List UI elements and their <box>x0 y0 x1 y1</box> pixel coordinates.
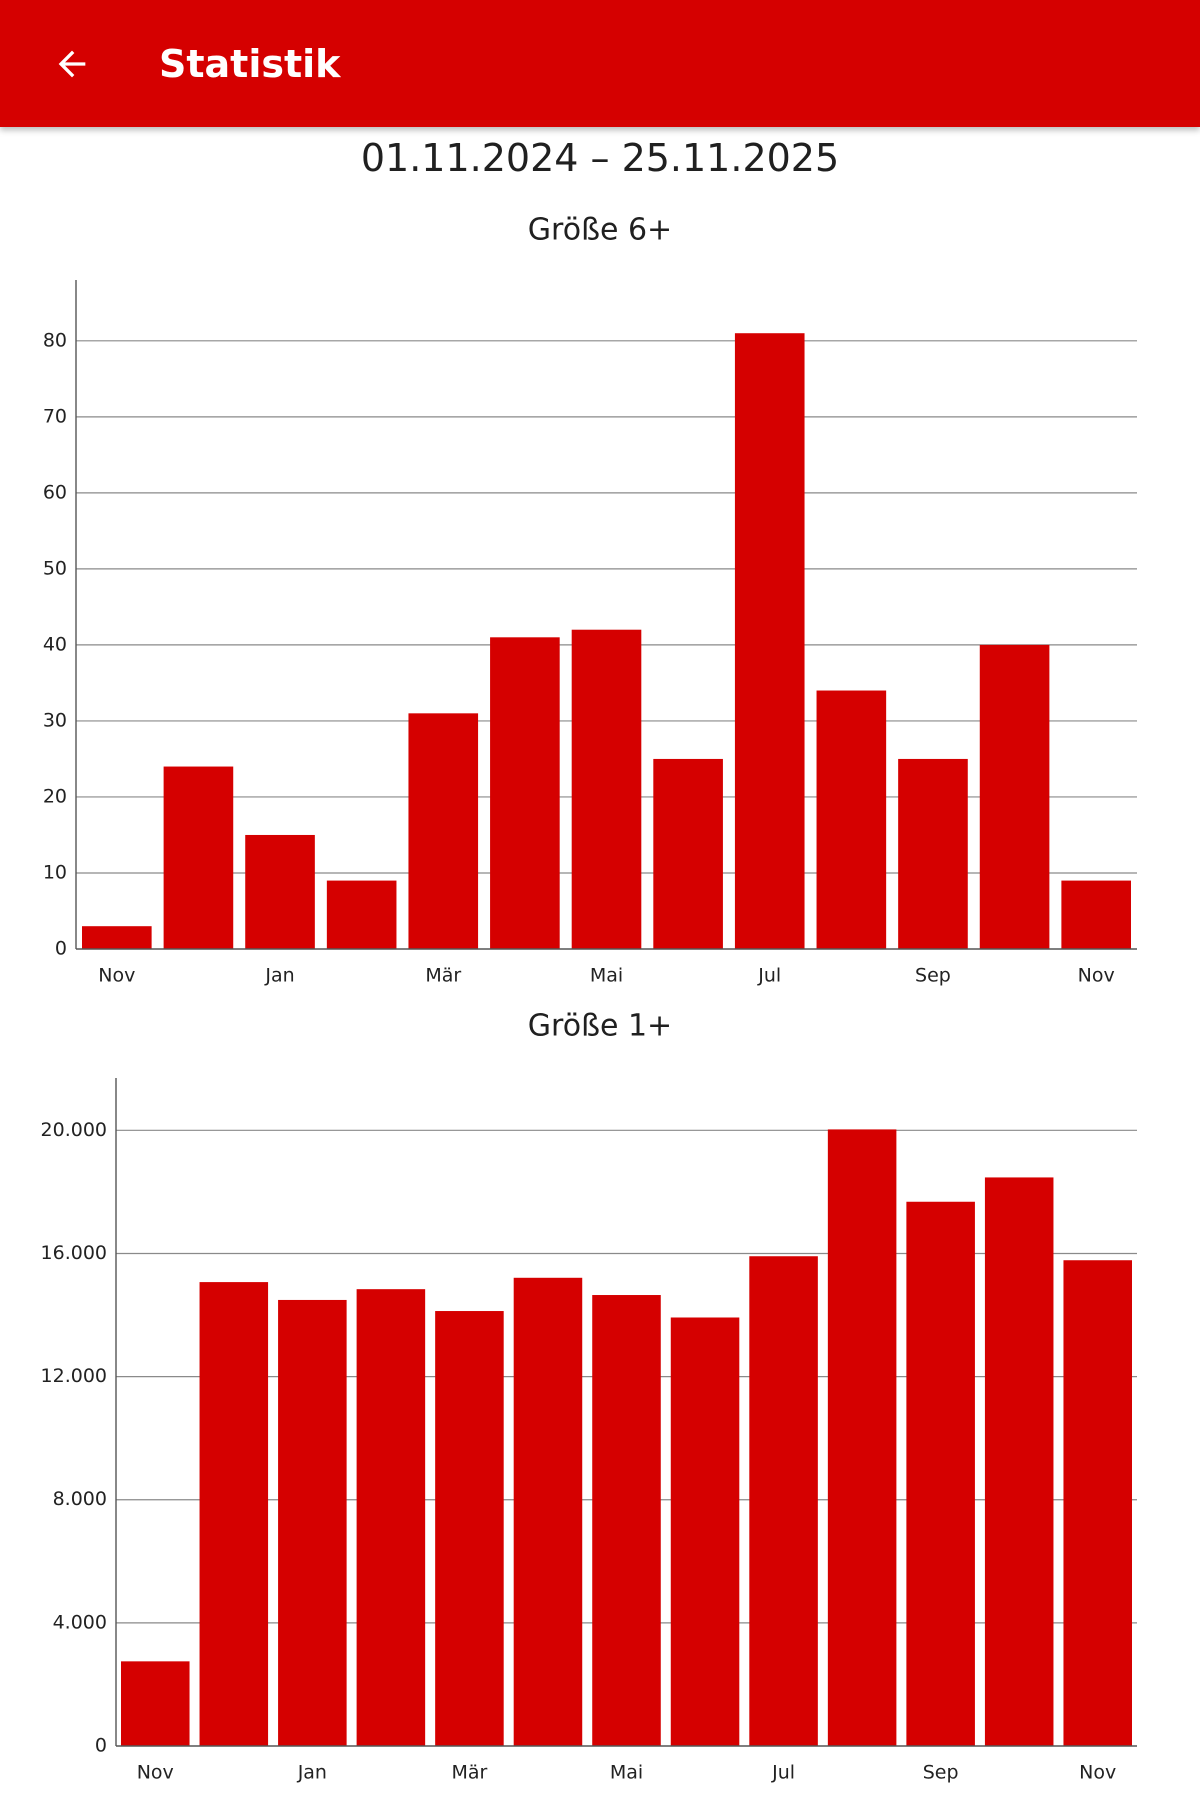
bar-nov[interactable] <box>121 1661 190 1746</box>
bar-feb[interactable] <box>356 1289 426 1746</box>
x-tick-label: Jan <box>264 965 294 987</box>
bar-mär[interactable] <box>435 1311 504 1746</box>
x-tick-label: Nov <box>1079 1762 1116 1784</box>
bar-dez[interactable] <box>199 1282 269 1746</box>
x-tick-label: Jul <box>757 965 781 987</box>
x-tick-label: Mär <box>451 1762 487 1784</box>
bar-apr[interactable] <box>513 1277 583 1746</box>
bar-aug[interactable] <box>827 1129 897 1746</box>
bar-jan[interactable] <box>245 834 315 949</box>
bar-feb[interactable] <box>326 880 397 949</box>
x-tick-label: Mai <box>610 1762 643 1784</box>
chart-size-6-plus: Größe 6+ 0 10 20 30 40 50 60 70 80 Nov Jan Mär Mai Jul… <box>43 213 1137 987</box>
bar-mai[interactable] <box>571 629 642 949</box>
x-tick-label: Mai <box>590 965 623 987</box>
bar-apr[interactable] <box>490 637 560 949</box>
y-tick-label: 30 <box>43 709 67 731</box>
x-tick-label: Jan <box>297 1762 327 1784</box>
x-tick-label: Nov <box>98 965 135 987</box>
chart-title: Größe 1+ <box>528 1009 672 1044</box>
bar-okt[interactable] <box>984 1177 1054 1746</box>
bar-mai[interactable] <box>592 1295 661 1746</box>
x-tick-label: Mär <box>425 965 461 987</box>
x-tick-label: Nov <box>137 1762 174 1784</box>
arrow-back-icon <box>58 50 86 78</box>
y-tick-label: 0 <box>95 1735 107 1757</box>
bar-okt[interactable] <box>979 644 1050 949</box>
y-tick-label: 12.000 <box>41 1365 107 1387</box>
bar-dez[interactable] <box>163 766 234 949</box>
y-tick-label: 10 <box>43 861 67 883</box>
bar-jul[interactable] <box>734 333 805 949</box>
page-title: Statistik <box>159 42 341 86</box>
bar-jul[interactable] <box>749 1256 818 1746</box>
x-tick-label: Jul <box>771 1762 795 1784</box>
y-tick-label: 16.000 <box>41 1242 107 1264</box>
bar-jun[interactable] <box>670 1317 740 1746</box>
bar-jan[interactable] <box>278 1299 347 1746</box>
y-tick-label: 20.000 <box>41 1119 107 1141</box>
bar-nov[interactable] <box>1063 1260 1132 1746</box>
y-tick-label: 50 <box>43 557 67 579</box>
app-bar: Statistik <box>0 0 1200 127</box>
x-tick-label: Nov <box>1078 965 1115 987</box>
bar-mär[interactable] <box>408 713 479 949</box>
y-tick-label: 80 <box>43 329 67 351</box>
chart-title: Größe 6+ <box>528 213 672 248</box>
y-tick-label: 40 <box>43 633 67 655</box>
bar-sep[interactable] <box>906 1201 975 1746</box>
bar-jun[interactable] <box>653 758 723 949</box>
y-tick-label: 20 <box>43 785 67 807</box>
bar-nov[interactable] <box>1061 880 1131 949</box>
bar-sep[interactable] <box>898 758 968 949</box>
bar-nov[interactable] <box>82 926 152 949</box>
bar-aug[interactable] <box>816 690 887 949</box>
y-tick-label: 8.000 <box>53 1488 107 1510</box>
x-tick-label: Sep <box>915 965 951 987</box>
back-button[interactable] <box>36 28 108 100</box>
y-tick-label: 60 <box>43 481 67 503</box>
y-tick-label: 70 <box>43 405 67 427</box>
chart-svg: Größe 6+ 0 10 20 30 40 50 60 70 80 Nov Jan Mär Mai Jul… <box>43 213 1137 987</box>
date-range-label: 01.11.2024 – 25.11.2025 <box>360 136 840 180</box>
y-tick-label: 4.000 <box>53 1611 107 1633</box>
y-tick-label: 0 <box>55 938 67 960</box>
x-tick-label: Sep <box>923 1762 959 1784</box>
